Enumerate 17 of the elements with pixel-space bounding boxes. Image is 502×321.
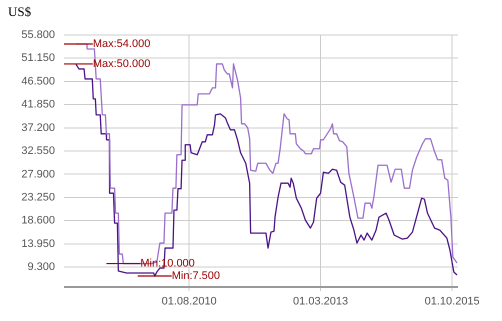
x-tick-label: 01.08.2010 xyxy=(162,296,217,308)
y-tick-label: 37.200 xyxy=(21,122,55,134)
annotation: Min:7.500 xyxy=(172,270,220,282)
y-tick-label: 51.150 xyxy=(21,52,55,64)
y-tick-label: 23.250 xyxy=(21,191,55,204)
y-tick-label: 9.300 xyxy=(27,261,55,274)
y-tick-label: 13.950 xyxy=(21,238,55,250)
x-tick-label: 01.10.2015 xyxy=(424,296,480,308)
annotation: Max:54.000 xyxy=(92,38,150,50)
y-tick-label: 41.850 xyxy=(21,98,55,111)
y-tick-label: 46.500 xyxy=(21,75,55,88)
y-axis-title: US$ xyxy=(8,4,32,19)
y-tick-label: 18.600 xyxy=(21,214,55,227)
y-tick-label: 55.800 xyxy=(21,29,55,42)
y-tick-label: 27.900 xyxy=(21,168,55,180)
x-tick-label: 01.03.2013 xyxy=(293,296,348,308)
y-tick-label: 32.550 xyxy=(21,145,55,158)
